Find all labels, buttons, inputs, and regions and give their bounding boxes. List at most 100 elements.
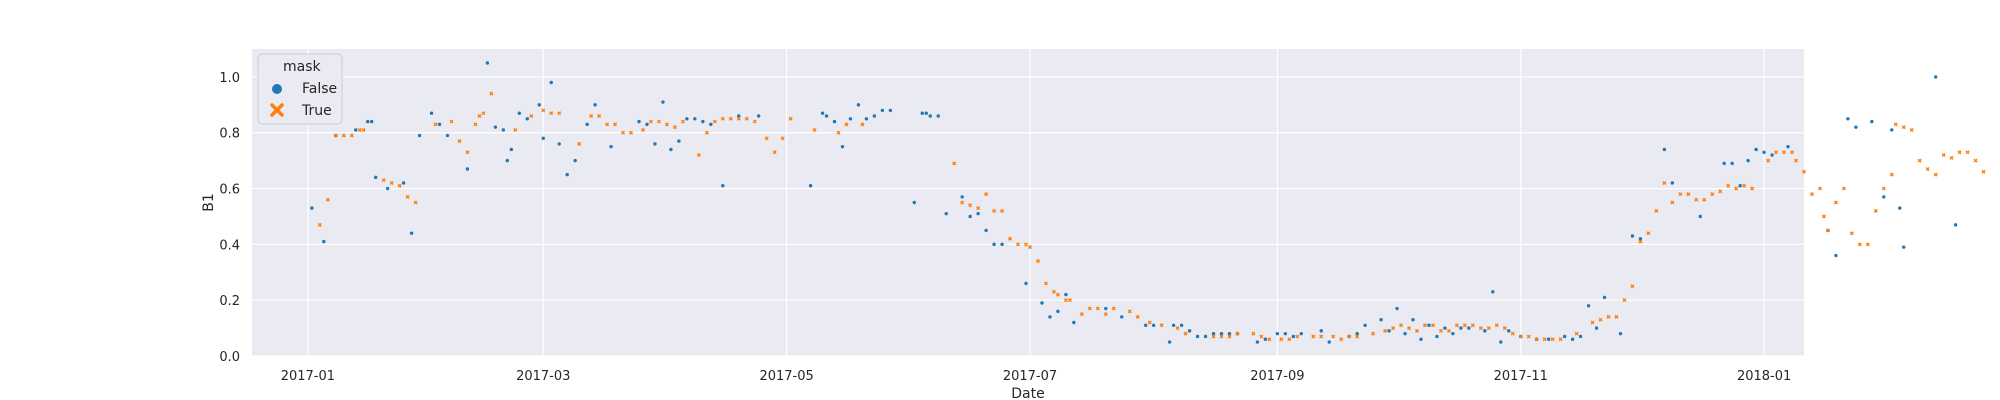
point-false (417, 133, 422, 138)
point-true (1574, 331, 1579, 336)
point-false (637, 119, 641, 124)
point-true (1742, 183, 1747, 188)
point-true (1383, 328, 1388, 333)
point-false (1451, 331, 1455, 336)
x-axis-ticks: 2017-01 2017-03 2017-05 2017-07 2017-09 2017-… (281, 369, 1792, 384)
point-false (1662, 147, 1667, 152)
point-true (1774, 150, 1779, 155)
point-true (1235, 331, 1240, 336)
legend-marker-false (272, 84, 282, 94)
point-false (756, 114, 761, 118)
point-true (341, 133, 346, 138)
point-true (640, 127, 645, 132)
point-true (736, 116, 741, 121)
point-false (693, 117, 697, 121)
y-axis-ticks: 0.0 0.2 0.4 0.6 0.8 1.0 (219, 71, 240, 365)
point-false (1786, 144, 1790, 149)
point-false (609, 144, 613, 149)
point-false (721, 184, 725, 188)
point-false (1143, 323, 1148, 327)
point-true (1494, 323, 1499, 328)
point-true (1630, 284, 1635, 289)
point-false (1754, 147, 1758, 152)
point-false (1546, 337, 1551, 341)
point-true (1949, 155, 1954, 160)
point-false (1000, 242, 1004, 247)
point-true (836, 130, 841, 135)
point-true (1782, 150, 1787, 155)
point-false (1171, 323, 1176, 327)
point-true (812, 127, 817, 132)
point-false (465, 167, 470, 171)
x-marker-icon (270, 103, 284, 117)
point-false (429, 111, 434, 115)
point-false (1291, 334, 1296, 339)
point-true (1470, 323, 1475, 328)
point-true (489, 91, 494, 96)
point-true (613, 122, 618, 127)
point-true (952, 161, 957, 166)
legend-title: mask (283, 59, 322, 75)
point-false (1746, 158, 1750, 163)
point-false (537, 103, 541, 107)
point-false (373, 175, 378, 180)
point-false (976, 211, 980, 216)
point-true (720, 116, 725, 121)
point-true (1710, 192, 1715, 197)
point-true (844, 122, 849, 127)
point-true (1035, 259, 1040, 264)
point-true (549, 111, 554, 116)
point-true (1718, 189, 1723, 194)
point-true (1355, 334, 1360, 339)
point-false (1187, 329, 1192, 333)
point-false (1211, 331, 1216, 336)
x-axis-label: Date (1011, 386, 1044, 400)
point-false (565, 172, 569, 177)
point-false (1898, 206, 1902, 210)
point-true (381, 178, 386, 183)
point-true (968, 203, 973, 208)
point-true (1590, 320, 1595, 325)
point-false (1882, 195, 1886, 199)
point-false (1435, 334, 1439, 339)
point-true (1319, 334, 1324, 339)
point-true (1654, 208, 1659, 213)
point-false (1056, 309, 1060, 314)
point-true (1702, 197, 1707, 202)
point-true (405, 194, 410, 199)
point-false (1283, 331, 1288, 336)
point-false (984, 228, 988, 233)
point-true (1391, 326, 1396, 331)
point-false (366, 119, 370, 124)
point-false (1854, 125, 1858, 129)
point-true (696, 153, 701, 158)
point-false (1355, 331, 1359, 336)
point-true (473, 122, 478, 127)
point-false (493, 125, 498, 129)
point-false (1395, 306, 1399, 311)
point-false (709, 122, 713, 127)
grid-lines (252, 49, 1804, 357)
point-true (397, 183, 402, 188)
point-true (680, 119, 685, 124)
point-false (1263, 337, 1268, 341)
point-false (445, 133, 450, 138)
point-false (1933, 75, 1938, 79)
point-false (928, 114, 932, 118)
point-false (1762, 150, 1766, 154)
point-true (1534, 337, 1539, 342)
point-true (413, 200, 418, 205)
point-false (1578, 334, 1583, 339)
point-true (1909, 127, 1914, 132)
point-true (1750, 186, 1755, 191)
point-true (648, 119, 653, 124)
point-false (1722, 161, 1726, 166)
point-false (1179, 323, 1184, 327)
x-tick-label: 2017-09 (1250, 369, 1304, 384)
point-true (1079, 312, 1084, 317)
point-true (1087, 306, 1092, 311)
point-true (1227, 334, 1232, 339)
data-points (310, 61, 1986, 344)
x-tick-label: 2017-03 (516, 369, 570, 384)
